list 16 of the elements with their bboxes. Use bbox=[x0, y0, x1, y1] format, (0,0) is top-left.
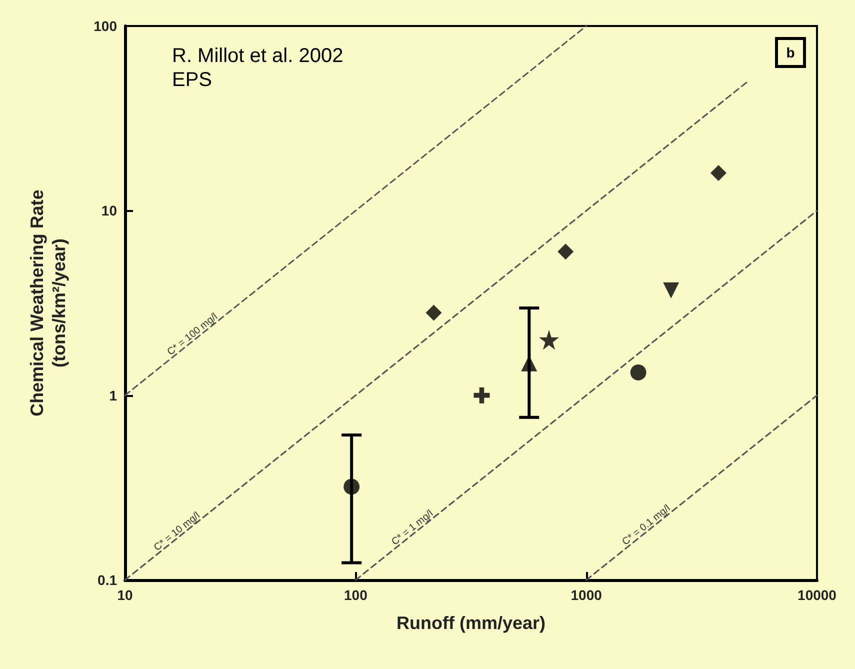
x-tick-label: 10 bbox=[117, 587, 133, 603]
x-tick-label: 100 bbox=[344, 587, 368, 603]
annotation: C* = 0.1 mg/l bbox=[620, 502, 673, 548]
annotation: R. Millot et al. 2002 EPS bbox=[172, 45, 344, 91]
annotation: C* = 100 mg/l bbox=[166, 311, 220, 358]
y-axis-title: Chemical Weathering Rate (tons/km²/year) bbox=[27, 190, 69, 416]
x-tick-label: 1000 bbox=[570, 587, 602, 603]
y-tick-label: 100 bbox=[94, 18, 118, 34]
annotation: b bbox=[786, 44, 795, 60]
y-tick-label: 10 bbox=[101, 202, 118, 219]
y-tick-label: 1 bbox=[109, 387, 118, 404]
x-tick-label: 10000 bbox=[798, 587, 837, 603]
y-tick-label: 0.1 bbox=[98, 572, 118, 588]
x-axis-title: Runoff (mm/year) bbox=[396, 613, 546, 633]
annotation: C* = 1 mg/l bbox=[390, 508, 436, 548]
annotation: C* = 10 mg/l bbox=[152, 510, 202, 554]
